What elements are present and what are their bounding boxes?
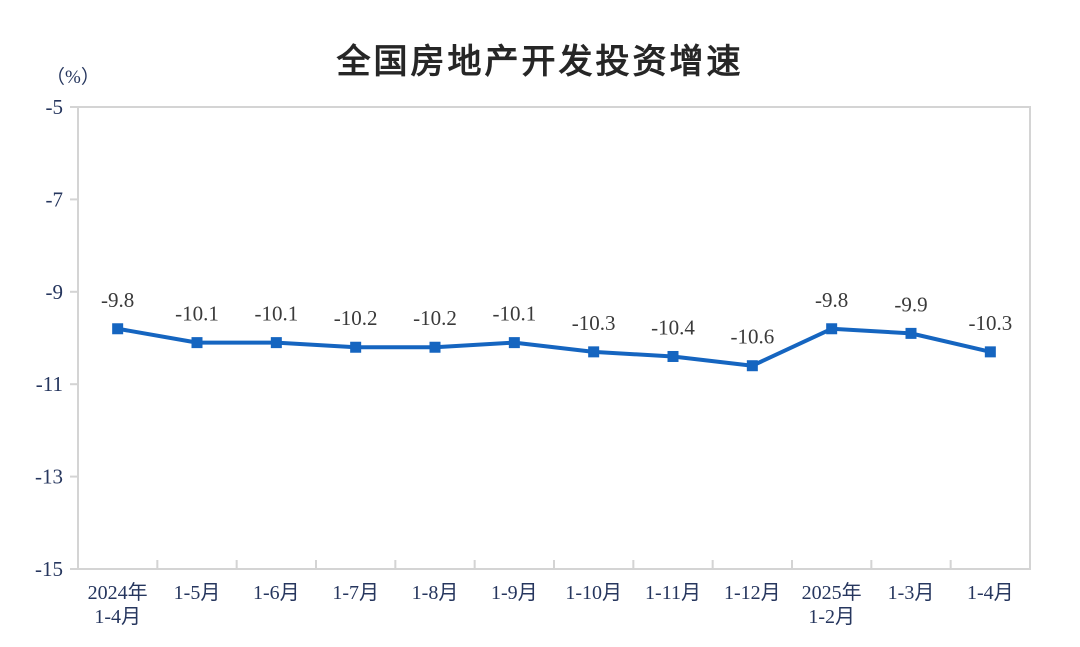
x-axis-label: 1-5月 bbox=[174, 582, 221, 604]
x-axis-label: 1-12月 bbox=[724, 582, 781, 604]
data-point-label: -10.2 bbox=[413, 306, 457, 330]
data-point-label: -9.8 bbox=[815, 288, 848, 312]
x-axis-label: 1-3月 bbox=[888, 582, 935, 604]
data-point-label: -10.1 bbox=[175, 302, 219, 326]
x-axis-label: 1-11月 bbox=[645, 582, 701, 604]
data-point-label: -9.8 bbox=[101, 288, 134, 312]
x-axis-label: 1-4月 bbox=[94, 606, 141, 628]
x-axis-label: 2024年 bbox=[88, 581, 148, 604]
data-point-label: -10.1 bbox=[254, 302, 298, 326]
y-axis-unit-label: （%） bbox=[46, 67, 100, 88]
y-axis-tick-label: -5 bbox=[46, 95, 64, 119]
y-axis-tick-label: -7 bbox=[46, 187, 64, 211]
trend-line bbox=[115, 326, 993, 368]
data-point-label: -10.1 bbox=[492, 302, 536, 326]
x-axis-label: 1-9月 bbox=[491, 582, 538, 604]
data-point-label: -10.3 bbox=[572, 311, 616, 335]
data-point-label: -10.4 bbox=[651, 315, 695, 339]
data-point-label: -10.2 bbox=[334, 306, 378, 330]
data-point-marker bbox=[191, 337, 203, 349]
data-point-marker bbox=[429, 341, 441, 353]
data-point-label: -10.3 bbox=[968, 311, 1012, 335]
y-axis-tick-label: -13 bbox=[35, 465, 63, 489]
x-axis-label: 1-2月 bbox=[808, 606, 855, 628]
data-point-marker bbox=[508, 337, 520, 349]
data-point-marker bbox=[667, 350, 679, 362]
x-axis-label: 1-8月 bbox=[412, 582, 459, 604]
x-axis-label: 1-7月 bbox=[332, 582, 379, 604]
plot-border bbox=[77, 106, 1031, 570]
data-point-marker bbox=[588, 346, 600, 358]
chart-title: 全国房地产开发投资增速 bbox=[336, 43, 744, 81]
data-point-label: -9.9 bbox=[894, 292, 927, 316]
x-axis-label: 2025年 bbox=[802, 581, 862, 604]
data-point-marker bbox=[350, 341, 362, 353]
y-axis-tick-label: -11 bbox=[36, 372, 63, 396]
x-axis-label: 1-10月 bbox=[565, 582, 622, 604]
y-axis-tick-label: -15 bbox=[35, 557, 63, 581]
data-point-marker bbox=[984, 346, 996, 358]
data-point-label: -10.6 bbox=[730, 325, 774, 349]
x-axis-label: 1-4月 bbox=[967, 582, 1014, 604]
data-point-marker bbox=[746, 360, 758, 372]
data-point-marker bbox=[270, 337, 282, 349]
y-axis-tick-label: -9 bbox=[46, 280, 64, 304]
data-point-marker bbox=[826, 323, 838, 335]
data-point-marker bbox=[112, 323, 124, 335]
data-point-marker bbox=[905, 327, 917, 339]
x-axis-label: 1-6月 bbox=[253, 582, 300, 604]
